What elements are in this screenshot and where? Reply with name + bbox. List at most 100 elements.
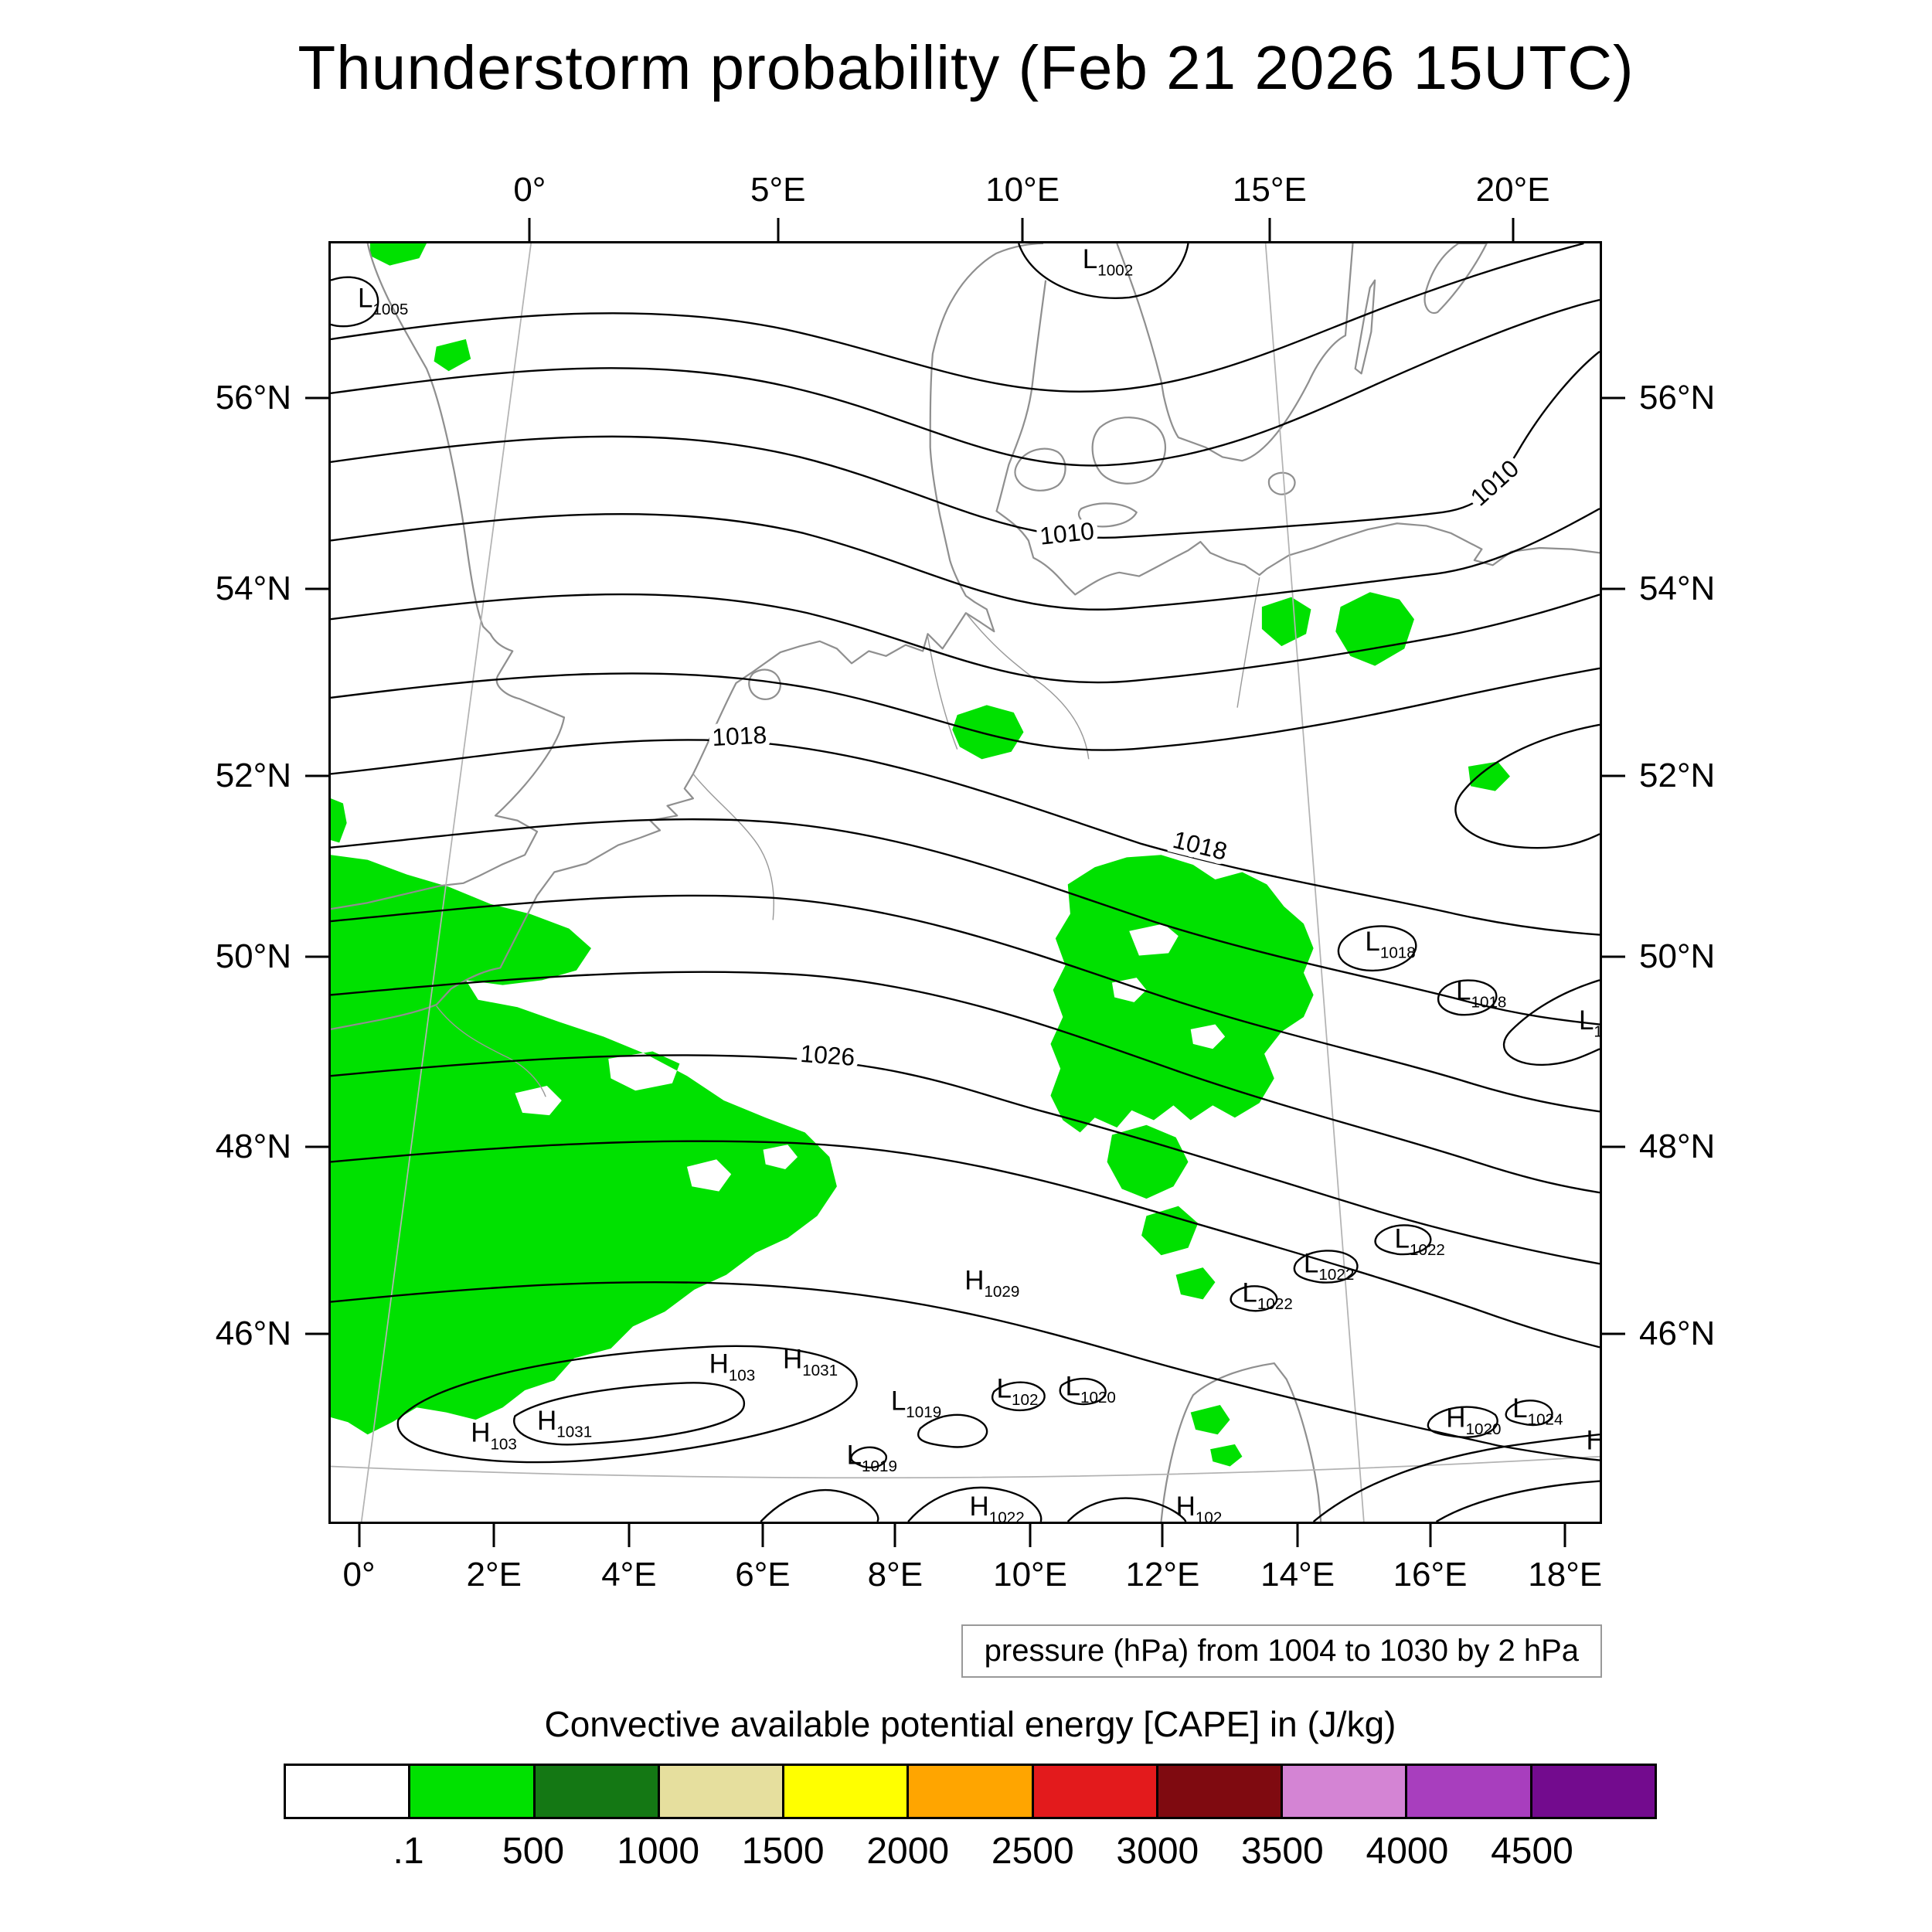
top-axis-tick-label: 0°	[513, 171, 546, 209]
cape-colorbar-tick-label: 3000	[1116, 1831, 1199, 1872]
cape-area	[331, 855, 837, 1435]
cape-colorbar-tick-label: 4000	[1366, 1831, 1449, 1872]
river-weser	[927, 636, 958, 750]
bottom-axis: 0° 2°E 4°E 6°E 8°E 10°E 12°E 14°E 16°E 18°E	[328, 1524, 1602, 1617]
isobar-low-1018-loop	[1337, 925, 1417, 972]
cape-colorbar-tick-label: 1500	[741, 1831, 825, 1872]
isobar-alps-loop	[917, 1413, 988, 1448]
isobar-high-1020-loop	[1427, 1406, 1498, 1438]
bottom-axis-tick	[628, 1524, 631, 1547]
coastline-gotland	[1423, 243, 1488, 315]
pressure-center-label: L1005	[358, 284, 408, 319]
pressure-center-label: L1019	[847, 1440, 897, 1475]
coastline-continent	[331, 243, 1043, 1030]
left-axis-tick-label: 48°N	[215, 1127, 291, 1165]
isobar-low-1022-loop	[1374, 1224, 1432, 1256]
cape-colorbar-tick-label: 2500	[991, 1831, 1074, 1872]
bottom-axis-tick-label: 10°E	[993, 1556, 1067, 1594]
isobar-alps-segment	[760, 1488, 879, 1522]
cape-colorbar-labels: .1 500 1000 1500 2000 2500 3000 3500 4000 4500	[284, 1833, 1657, 1879]
isobar-low-1018-loop	[1437, 979, 1498, 1016]
bottom-axis-tick-label: 4°E	[601, 1556, 657, 1594]
cape-area	[1468, 761, 1510, 791]
isobar-1022	[331, 894, 1600, 1113]
pressure-center-label: L1022	[1395, 1224, 1445, 1260]
isobar-1020	[331, 818, 1600, 1026]
cape-colorbar-cell	[532, 1764, 660, 1819]
bottom-axis-tick	[761, 1524, 764, 1547]
pressure-center-label: H103	[471, 1418, 517, 1454]
right-axis-tick-label: 48°N	[1639, 1127, 1716, 1165]
bottom-axis-tick-label: 8°E	[867, 1556, 923, 1594]
left-axis: 56°N 54°N 52°N 50°N 48°N 46°N	[93, 241, 328, 1524]
pressure-center-label: L1019	[891, 1386, 941, 1421]
bottom-axis-tick	[1161, 1524, 1164, 1547]
left-axis-tick-label: 46°N	[215, 1315, 291, 1353]
top-axis-tick	[777, 218, 780, 241]
pressure-center-label: L1018	[1456, 976, 1506, 1012]
river-rhine	[692, 773, 774, 920]
isobar-1028	[331, 1140, 1600, 1349]
right-axis-tick	[1602, 396, 1625, 400]
pressure-center-label: H1029	[964, 1266, 1019, 1301]
coastline-jutland-baltic	[995, 280, 1600, 596]
right-axis-tick	[1602, 955, 1625, 958]
isobar-inline-label: 1018	[712, 720, 767, 751]
cape-colorbar-cell	[1031, 1764, 1158, 1819]
isobar-meander	[1502, 979, 1600, 1066]
coastline-lolland	[1077, 502, 1138, 528]
bottom-axis-tick	[358, 1524, 361, 1547]
top-axis-tick	[1021, 218, 1024, 241]
left-axis-tick-label: 50°N	[215, 937, 291, 976]
cape-colorbar-cell	[1155, 1764, 1284, 1819]
top-axis: 0° 5°E 10°E 15°E 20°E	[328, 164, 1602, 241]
right-axis-tick-label: 50°N	[1639, 937, 1716, 976]
isobar-alps-loop	[850, 1446, 887, 1469]
graticule-meridian-0E	[360, 243, 532, 1522]
pressure-center-label: L1020	[1066, 1371, 1116, 1406]
river-elbe	[965, 612, 1090, 760]
cape-colorbar-tick-label: 4500	[1491, 1831, 1573, 1872]
isobar-1008	[331, 298, 1600, 467]
isobar-alps-loop	[992, 1381, 1046, 1412]
river-oder	[1236, 577, 1260, 708]
right-axis-tick	[1602, 774, 1625, 777]
isobar-inline-label: 1018	[1170, 825, 1230, 866]
cape-shading-layer	[331, 243, 1510, 1467]
isobar-alps-segment	[907, 1486, 1043, 1522]
bottom-axis-tick-label: 12°E	[1125, 1556, 1200, 1594]
bottom-axis-tick	[1296, 1524, 1299, 1547]
cape-colorbar-cell	[906, 1764, 1034, 1819]
cape-colorbar-tick-label: 1000	[617, 1831, 700, 1872]
coastline-fyn	[1014, 447, 1066, 492]
left-axis-tick	[305, 1145, 328, 1148]
pressure-center-label: L1002	[1083, 244, 1133, 280]
bottom-axis-tick-label: 18°E	[1528, 1556, 1603, 1594]
cape-area	[1141, 1206, 1199, 1256]
page-title: Thunderstorm probability (Feb 21 2026 15…	[298, 33, 1634, 102]
left-axis-tick-label: 54°N	[215, 569, 291, 607]
pressure-center-label: L1018	[1579, 1005, 1600, 1041]
pressure-center-label: L1022	[1304, 1248, 1354, 1284]
isobar-1030	[331, 1281, 1600, 1461]
bottom-axis-tick-label: 0°	[342, 1556, 376, 1594]
bottom-axis-tick-label: 14°E	[1260, 1556, 1335, 1594]
cape-colorbar-tick-label: 3500	[1240, 1831, 1324, 1872]
cape-area	[1190, 1405, 1243, 1467]
cape-area	[1050, 855, 1314, 1133]
right-axis-tick	[1602, 1145, 1625, 1148]
bottom-axis-tick	[893, 1524, 896, 1547]
isobar-alps-segment	[1066, 1497, 1187, 1522]
cape-colorbar-cell	[284, 1764, 411, 1819]
river-seine	[436, 1005, 546, 1097]
graticule-layer	[331, 243, 1600, 1522]
isobar-segment-se	[1435, 1480, 1600, 1522]
left-axis-tick-label: 52°N	[215, 757, 291, 795]
right-axis-tick-label: 54°N	[1639, 569, 1716, 607]
isobar-low-1024-loop	[1505, 1400, 1553, 1427]
cape-colorbar-tick-label: .1	[393, 1831, 424, 1872]
left-axis-tick	[305, 955, 328, 958]
cape-area	[1107, 1124, 1189, 1199]
bottom-axis-tick	[1029, 1524, 1032, 1547]
